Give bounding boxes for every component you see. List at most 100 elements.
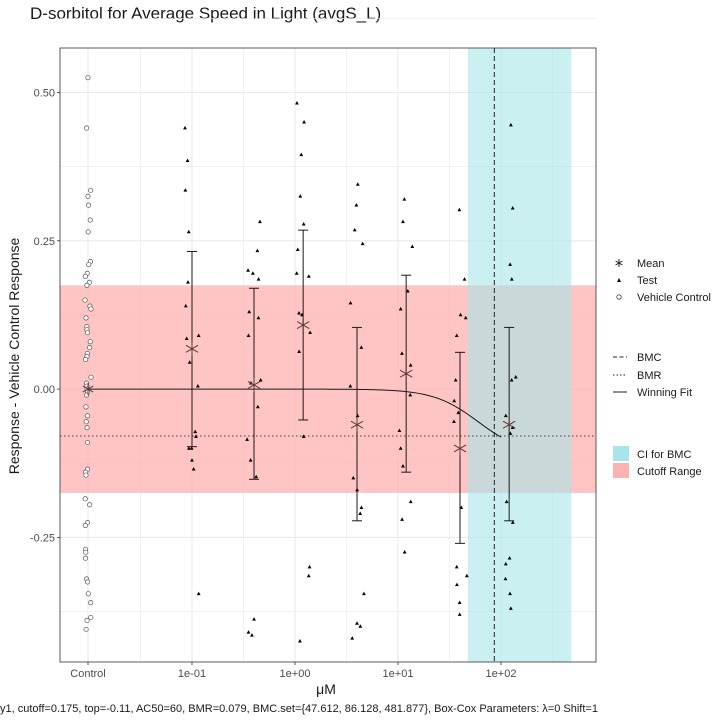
test-point [408,499,413,504]
test-point [408,363,413,367]
test-point [359,505,364,510]
control-point [84,282,90,288]
test-point [295,100,299,105]
test-point [299,152,304,157]
test-point [454,564,459,569]
x-tick-label: 1e-01 [178,668,206,680]
test-point [452,419,456,424]
test-point [398,446,403,450]
control-point [85,229,91,235]
test-point [408,392,413,397]
test-point [510,520,515,524]
test-point [245,437,250,441]
control-point [84,579,91,585]
y-tick-label: 0.00 [34,384,55,396]
test-point [503,413,508,418]
test-point [508,606,513,610]
test-point [306,573,311,578]
test-point [187,360,192,364]
test-point [503,576,508,581]
test-point [457,207,462,212]
test-point [397,428,402,432]
control-point [85,413,91,419]
x-tick-label: 1e+01 [383,668,414,680]
mean-marker-stroke [399,369,413,378]
control-point [88,306,94,312]
test-point [354,203,359,207]
mean-marker-stroke [247,381,261,389]
test-point [294,271,299,275]
legend-label-ci-for-bmc: CI for BMC [637,449,691,461]
test-point [453,378,458,382]
test-point [184,336,189,340]
test-point [308,330,313,335]
control-point [88,187,94,193]
test-point [457,612,462,616]
test-point [191,466,196,471]
test-point [189,446,194,450]
control-point [87,339,93,345]
y-tick-label: 0.50 [34,87,55,99]
test-point [358,624,363,628]
x-tick-label: Control [70,668,105,680]
plot-panel: -0.25 0.00 0.25 0.50 Control 1e-01 1e+00 1e+01 1… [30,18,597,680]
test-point [398,306,403,311]
legend-label-bmc: BMC [637,352,662,364]
legend-key-ci-for-bmc [613,446,629,461]
y-tick-label: -0.25 [30,532,55,544]
mean-marker-stroke [296,321,310,329]
footer-note: y1, cutoff=0.175, top=-0.11, AC50=60, BM… [0,703,598,715]
control-point [86,261,92,268]
mean-marker [247,377,261,392]
control-point [83,356,89,362]
test-point [301,434,306,438]
test-point [464,573,469,578]
test-point [183,303,188,308]
test-point [508,591,512,596]
control-point [84,439,91,446]
test-point [355,621,359,625]
test-point [246,268,250,272]
test-point [358,511,363,515]
test-point [186,446,191,450]
test-point [196,333,201,338]
test-point [252,617,256,621]
test-point [185,158,190,163]
test-point [362,591,366,596]
legend-label-mean: Mean [637,258,665,270]
test-point [258,219,262,224]
test-point [348,383,353,388]
mean-marker [453,441,467,456]
legend: Mean Test Vehicle Control BMC BMR Winning Fit… [613,258,711,478]
y-tick-label: 0.25 [34,236,55,248]
legend-label-cutoff-range: Cutoff Range [637,466,702,478]
control-point [82,297,88,303]
test-point [301,221,306,226]
test-point [248,458,253,462]
test-point [463,315,468,320]
test-point [194,434,198,438]
test-point [405,289,410,293]
test-point [402,197,407,201]
mean-marker-stroke [82,385,94,393]
control-point [83,549,89,555]
control-mean-marker [82,383,94,396]
test-point [183,188,188,192]
test-point [410,244,415,249]
control-point [88,614,94,621]
legend-label-test: Test [637,275,657,287]
test-point [352,227,357,232]
test-point [509,277,514,281]
test-point [186,229,191,234]
test-point [452,398,457,403]
test-point [258,378,263,382]
test-point [360,241,365,246]
control-point [84,425,90,431]
test-point [250,633,254,637]
control-point [83,472,89,478]
y-axis-title: Response - Vehicle Control Response [6,237,22,474]
test-point [350,636,355,640]
test-point [509,122,513,127]
control-point [85,75,91,81]
ci-for-bmc-band [467,48,572,662]
